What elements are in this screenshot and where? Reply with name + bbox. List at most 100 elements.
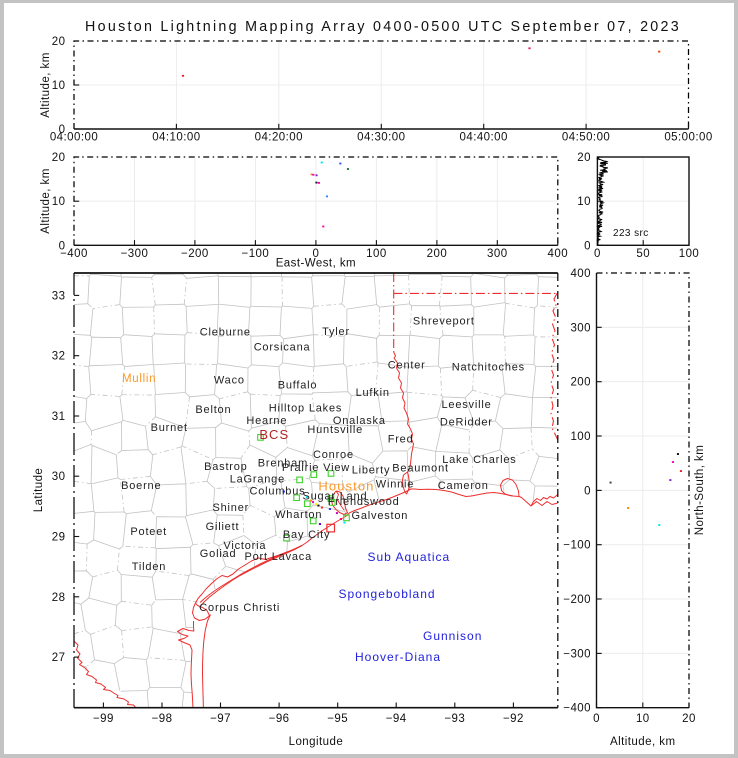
svg-text:Hilltop Lakes: Hilltop Lakes [269, 403, 342, 415]
svg-text:−400: −400 [60, 248, 88, 260]
svg-text:−96: −96 [269, 713, 290, 725]
svg-text:50: 50 [636, 248, 650, 260]
svg-text:200: 200 [427, 248, 448, 260]
svg-text:−99: −99 [93, 713, 114, 725]
svg-text:Tyler: Tyler [322, 326, 350, 338]
svg-text:−98: −98 [152, 713, 173, 725]
svg-text:−92: −92 [503, 713, 524, 725]
svg-text:Columbus: Columbus [250, 486, 306, 498]
svg-text:−300: −300 [563, 648, 591, 660]
svg-text:Sugar Land: Sugar Land [303, 491, 368, 503]
svg-text:Victoria: Victoria [223, 540, 266, 552]
svg-text:Latitude: Latitude [33, 468, 45, 513]
svg-text:10: 10 [636, 713, 650, 725]
svg-text:DeRidder: DeRidder [440, 417, 493, 429]
svg-text:Hearne: Hearne [246, 415, 287, 427]
svg-text:0: 0 [584, 485, 591, 497]
svg-text:Goliad: Goliad [200, 548, 237, 560]
svg-text:400: 400 [548, 248, 569, 260]
svg-text:Corsicana: Corsicana [254, 342, 311, 354]
svg-text:04:40:00: 04:40:00 [460, 132, 508, 144]
svg-text:0: 0 [59, 124, 66, 136]
svg-text:20: 20 [52, 36, 66, 48]
svg-text:Shreveport: Shreveport [413, 316, 475, 328]
svg-text:Bastrop: Bastrop [204, 461, 248, 473]
svg-text:Prairie View: Prairie View [282, 462, 350, 474]
svg-text:Winnie: Winnie [376, 479, 414, 491]
svg-text:0: 0 [312, 248, 319, 260]
svg-text:100: 100 [679, 248, 700, 260]
svg-text:Huntsville: Huntsville [307, 424, 363, 436]
svg-text:Corpus Christi: Corpus Christi [199, 602, 280, 614]
svg-text:27: 27 [52, 652, 66, 664]
svg-text:10: 10 [52, 196, 66, 208]
svg-text:−300: −300 [121, 248, 149, 260]
svg-text:Conroe: Conroe [313, 449, 354, 461]
svg-text:200: 200 [570, 377, 591, 389]
svg-text:LaGrange: LaGrange [230, 474, 285, 486]
svg-text:100: 100 [366, 248, 387, 260]
svg-text:Burnet: Burnet [151, 422, 188, 434]
svg-text:−97: −97 [210, 713, 231, 725]
svg-text:BCS: BCS [259, 427, 289, 442]
svg-text:Longitude: Longitude [289, 736, 344, 748]
svg-text:Mullin: Mullin [122, 373, 156, 385]
svg-text:−200: −200 [181, 248, 209, 260]
svg-text:Port Lavaca: Port Lavaca [245, 551, 313, 563]
svg-text:04:00:00: 04:00:00 [50, 132, 98, 144]
svg-text:Lake Charles: Lake Charles [442, 454, 516, 466]
svg-text:04:20:00: 04:20:00 [255, 132, 303, 144]
svg-text:Beaumont: Beaumont [392, 463, 449, 475]
svg-text:04:30:00: 04:30:00 [357, 132, 405, 144]
svg-text:Waco: Waco [214, 374, 245, 386]
svg-text:Boerne: Boerne [121, 480, 161, 492]
svg-text:29: 29 [52, 532, 66, 544]
svg-text:Fred: Fred [388, 434, 414, 446]
svg-text:Galveston: Galveston [352, 510, 409, 522]
svg-text:04:10:00: 04:10:00 [152, 132, 200, 144]
svg-text:−95: −95 [327, 713, 348, 725]
svg-text:20: 20 [52, 152, 66, 164]
svg-text:−100: −100 [242, 248, 270, 260]
svg-text:20: 20 [682, 713, 696, 725]
svg-text:0: 0 [593, 713, 600, 725]
svg-text:33: 33 [52, 290, 66, 302]
svg-text:0: 0 [594, 248, 601, 260]
svg-text:Sub Aquatica: Sub Aquatica [368, 550, 451, 564]
svg-text:Lufkin: Lufkin [356, 387, 390, 399]
svg-text:Altitude, km: Altitude, km [610, 736, 675, 748]
svg-text:Natchitoches: Natchitoches [452, 362, 525, 374]
svg-text:Spongebobland: Spongebobland [339, 587, 436, 601]
svg-text:30: 30 [52, 471, 66, 483]
svg-text:Altitude, km: Altitude, km [40, 52, 52, 117]
svg-text:Tilden: Tilden [132, 561, 166, 573]
svg-text:Hoover-Diana: Hoover-Diana [355, 650, 441, 664]
svg-text:Brenham: Brenham [258, 458, 308, 470]
svg-text:32: 32 [52, 351, 66, 363]
svg-text:05:00:00: 05:00:00 [664, 132, 712, 144]
svg-text:Leesville: Leesville [442, 399, 492, 411]
svg-text:10: 10 [577, 196, 591, 208]
svg-text:Friendswood: Friendswood [328, 496, 400, 508]
svg-text:Buffalo: Buffalo [278, 380, 318, 392]
svg-text:Bay City: Bay City [283, 529, 330, 541]
svg-text:Poteet: Poteet [130, 526, 167, 538]
svg-text:31: 31 [52, 411, 66, 423]
svg-text:Cameron: Cameron [438, 480, 489, 492]
svg-text:−93: −93 [444, 713, 465, 725]
svg-text:−100: −100 [563, 540, 591, 552]
svg-text:Houston Lightning Mapping Arra: Houston Lightning Mapping Array 0400-050… [85, 19, 681, 35]
svg-text:300: 300 [570, 322, 591, 334]
svg-text:223 src: 223 src [613, 228, 649, 239]
svg-text:Center: Center [388, 360, 426, 372]
svg-text:−400: −400 [563, 703, 591, 715]
svg-text:Liberty: Liberty [352, 464, 391, 476]
svg-text:0: 0 [59, 240, 66, 252]
svg-text:Cleburne: Cleburne [200, 326, 251, 338]
svg-text:−200: −200 [563, 594, 591, 606]
svg-text:Gunnison: Gunnison [423, 629, 482, 643]
svg-text:Giliett: Giliett [206, 521, 240, 533]
svg-text:20: 20 [577, 152, 591, 164]
svg-text:0: 0 [584, 240, 591, 252]
svg-text:400: 400 [570, 268, 591, 280]
